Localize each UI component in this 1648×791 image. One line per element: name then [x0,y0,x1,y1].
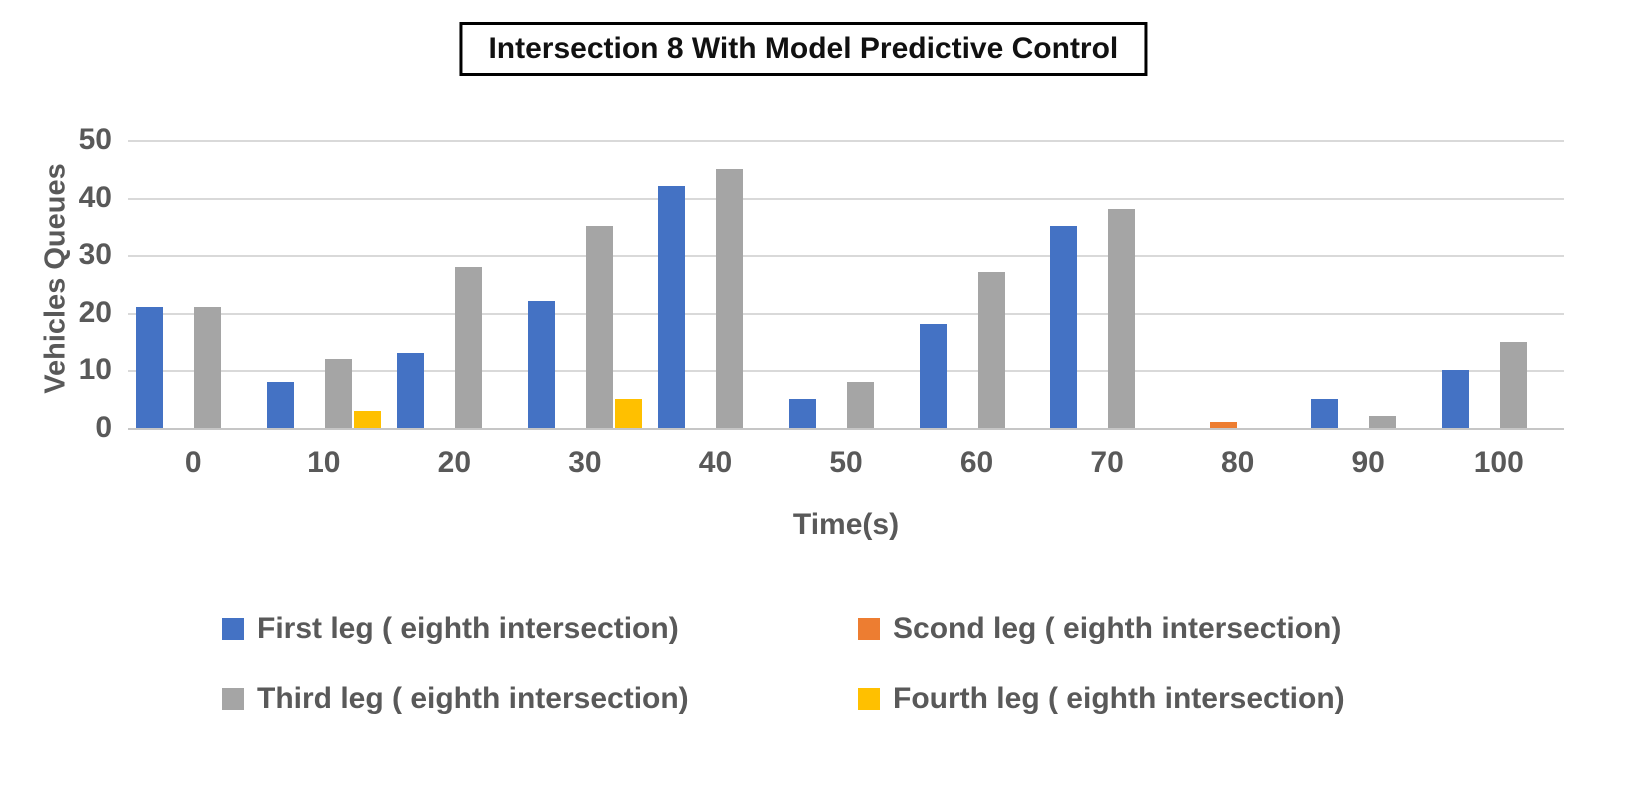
legend-item-4: Fourth leg ( eighth intersection) [858,682,1345,716]
legend-swatch-icon [222,618,244,640]
chart-title: Intersection 8 With Model Predictive Con… [459,22,1148,76]
bar [266,381,294,428]
y-tick-label-0: 0 [95,411,112,444]
bar-group-20 [389,140,520,428]
gridline-40 [128,197,1564,200]
bar-group-40 [650,140,781,428]
bar [1499,341,1527,428]
x-tick-label-100: 100 [1473,446,1524,479]
bar [716,168,744,428]
x-axis-title: Time(s) [792,508,900,541]
bar-group-70 [1042,140,1173,428]
legend-label: Third leg ( eighth intersection) [257,682,689,715]
bar-group-90 [1303,140,1434,428]
legend-swatch-icon [858,688,880,710]
plot-area [128,140,1564,430]
x-tick-label-0: 0 [184,446,202,479]
gridline-20 [128,312,1564,315]
y-tick-label-30: 30 [78,238,112,272]
bar [847,381,874,428]
bar [585,226,613,428]
bar [1209,422,1237,428]
legend-item-1: First leg ( eighth intersection) [222,612,858,646]
y-tick-label-50: 50 [78,123,112,156]
x-tick-label-30: 30 [568,446,602,479]
x-axis-tick-labels: 0 10 20 30 40 50 60 70 80 90 100 [128,446,1564,480]
bar-groups [128,140,1564,428]
bar [1441,370,1469,428]
legend-swatch-icon [222,688,244,710]
bar-group-0 [128,140,259,428]
x-tick-label-20: 20 [437,446,472,479]
x-tick-label-40: 40 [698,446,733,479]
bar [136,307,164,428]
bar [353,410,381,428]
bar [397,353,425,428]
gridline-30 [128,255,1564,258]
bar [789,399,816,428]
bar-group-50 [781,140,912,428]
bar [658,186,686,428]
bar [1369,416,1397,428]
gridline-10 [128,370,1564,373]
bar [614,399,642,428]
x-tick-label-60: 60 [959,446,994,479]
bar-group-80 [1172,140,1303,428]
x-tick-label-90: 90 [1351,446,1385,479]
y-tick-label-20: 20 [78,295,112,329]
legend-swatch-icon [858,618,880,640]
x-tick-label-50: 50 [829,446,863,479]
bar-group-60 [911,140,1042,428]
bar [1050,226,1078,428]
x-tick-label-70: 70 [1090,446,1124,479]
bar-group-10 [259,140,390,428]
x-tick-label-10: 10 [307,446,341,479]
gridline-0 [128,428,1564,430]
legend-label: First leg ( eighth intersection) [257,612,679,645]
bar [324,358,352,428]
bar-group-30 [520,140,651,428]
legend-item-3: Third leg ( eighth intersection) [222,682,858,716]
bar [527,301,555,428]
legend: First leg ( eighth intersection) Scond le… [222,612,1345,716]
x-tick-label-80: 80 [1220,446,1255,479]
gridline-50 [128,140,1564,142]
bar [919,324,947,428]
bar [1108,209,1136,428]
y-tick-label-10: 10 [78,353,112,387]
legend-label: Fourth leg ( eighth intersection) [893,682,1345,715]
bar [1311,399,1339,428]
y-axis-tick-labels: 0 10 20 30 40 50 [30,123,118,444]
bar [194,307,222,428]
bar [977,272,1005,428]
bar-group-100 [1433,140,1564,428]
y-tick-label-40: 40 [78,180,112,214]
legend-item-2: Scond leg ( eighth intersection) [858,612,1345,646]
legend-label: Scond leg ( eighth intersection) [893,612,1342,645]
bar [455,266,483,428]
